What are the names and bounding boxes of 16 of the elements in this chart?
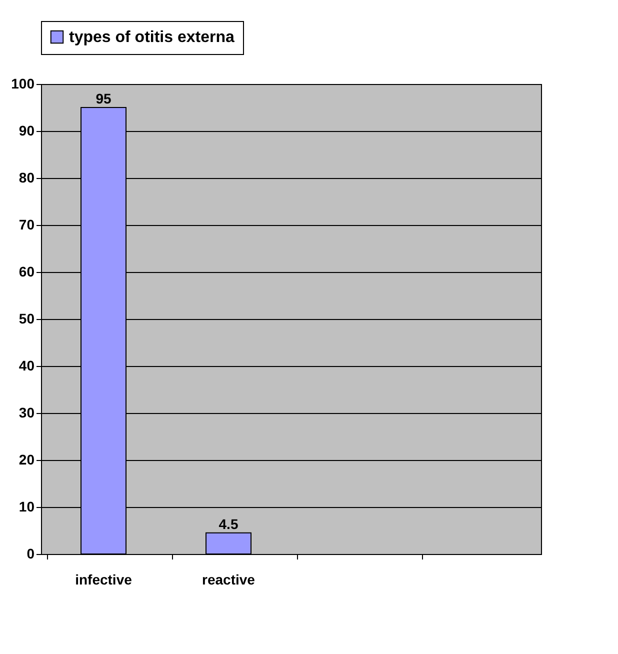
y-tick-label: 90 [18, 122, 35, 138]
data-label: 95 [96, 90, 112, 106]
y-tick-label: 50 [18, 310, 35, 326]
y-tick-label: 100 [11, 76, 35, 92]
y-tick-label: 70 [18, 216, 35, 232]
y-tick-label: 30 [18, 404, 35, 420]
x-tick-label: reactive [202, 572, 256, 588]
y-tick-label: 0 [26, 546, 35, 562]
x-tick-label: infective [75, 572, 132, 588]
y-tick-label: 60 [18, 264, 35, 280]
data-label: 4.5 [218, 516, 238, 532]
y-tick-label: 40 [18, 358, 35, 374]
y-tick-label: 80 [18, 170, 35, 186]
y-tick-label: 10 [18, 498, 35, 514]
y-tick-label: 20 [18, 452, 35, 468]
legend-label: types of otitis externa [69, 29, 234, 46]
